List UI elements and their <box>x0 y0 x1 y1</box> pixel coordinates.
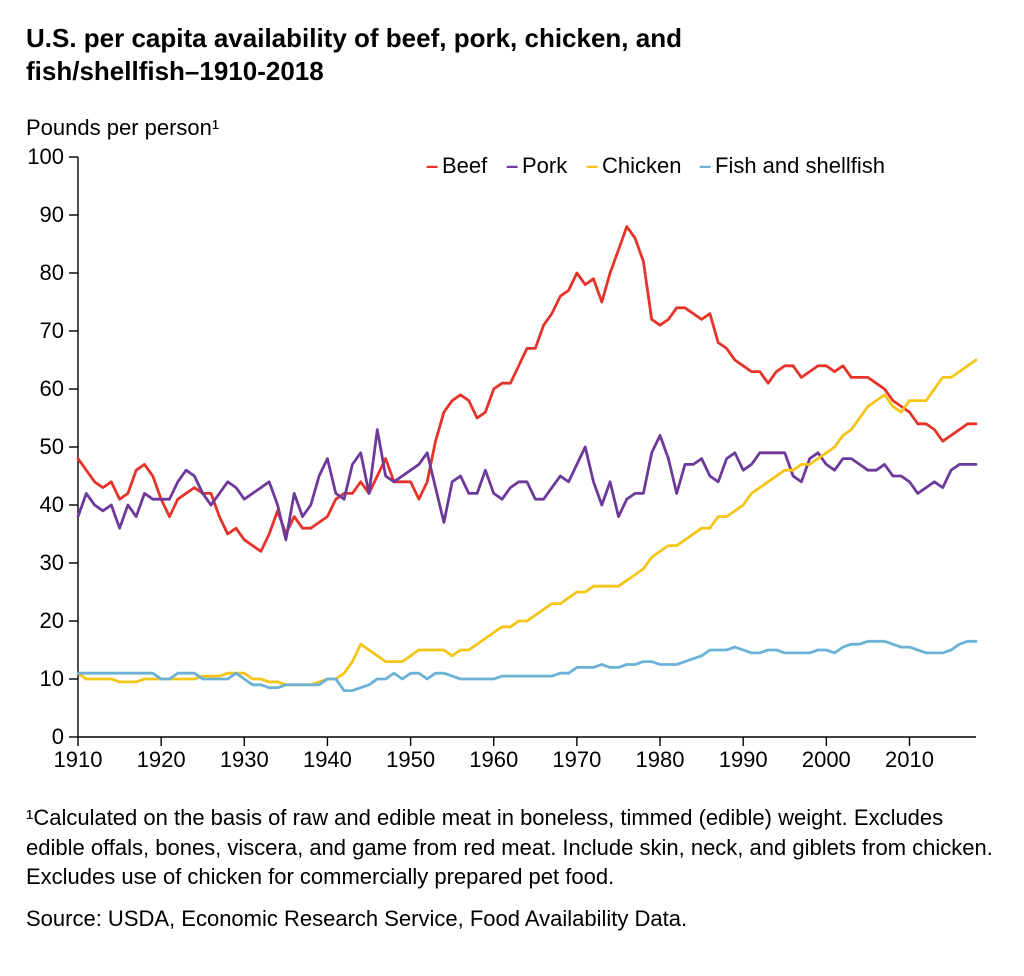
svg-text:90: 90 <box>40 202 64 227</box>
chart-title: U.S. per capita availability of beef, po… <box>26 22 746 87</box>
svg-text:1970: 1970 <box>552 747 601 772</box>
svg-text:1960: 1960 <box>469 747 518 772</box>
svg-text:60: 60 <box>40 376 64 401</box>
series-chicken <box>78 360 976 685</box>
svg-text:2000: 2000 <box>802 747 851 772</box>
page: U.S. per capita availability of beef, po… <box>0 0 1024 976</box>
svg-text:1980: 1980 <box>636 747 685 772</box>
svg-text:Fish and shellfish: Fish and shellfish <box>715 153 885 178</box>
svg-text:20: 20 <box>40 608 64 633</box>
line-chart-svg: 0 10 20 30 40 50 60 70 80 90 100 1910 1920 1930 1940 19… <box>26 147 986 777</box>
svg-text:Chicken: Chicken <box>602 153 681 178</box>
svg-text:100: 100 <box>27 147 64 169</box>
svg-text:1940: 1940 <box>303 747 352 772</box>
series-pork <box>78 430 976 540</box>
series-fish-and-shellfish <box>78 641 976 690</box>
svg-text:1930: 1930 <box>220 747 269 772</box>
svg-text:2010: 2010 <box>885 747 934 772</box>
footnote-text: ¹Calculated on the basis of raw and edib… <box>26 803 998 892</box>
svg-text:40: 40 <box>40 492 64 517</box>
svg-text:–: – <box>426 153 438 178</box>
svg-text:10: 10 <box>40 666 64 691</box>
svg-text:–: – <box>586 153 598 178</box>
svg-text:Pork: Pork <box>522 153 568 178</box>
svg-text:–: – <box>506 153 518 178</box>
svg-text:1950: 1950 <box>386 747 435 772</box>
chart-area: 0 10 20 30 40 50 60 70 80 90 100 1910 1920 1930 1940 19… <box>26 147 998 777</box>
svg-text:–: – <box>699 153 711 178</box>
svg-text:70: 70 <box>40 318 64 343</box>
svg-text:1990: 1990 <box>719 747 768 772</box>
svg-text:1920: 1920 <box>137 747 186 772</box>
svg-text:1910: 1910 <box>54 747 103 772</box>
y-axis-label: Pounds per person¹ <box>26 115 998 141</box>
svg-text:0: 0 <box>52 724 64 749</box>
svg-text:50: 50 <box>40 434 64 459</box>
source-text: Source: USDA, Economic Research Service,… <box>26 906 998 932</box>
svg-text:30: 30 <box>40 550 64 575</box>
svg-text:80: 80 <box>40 260 64 285</box>
svg-text:Beef: Beef <box>442 153 488 178</box>
